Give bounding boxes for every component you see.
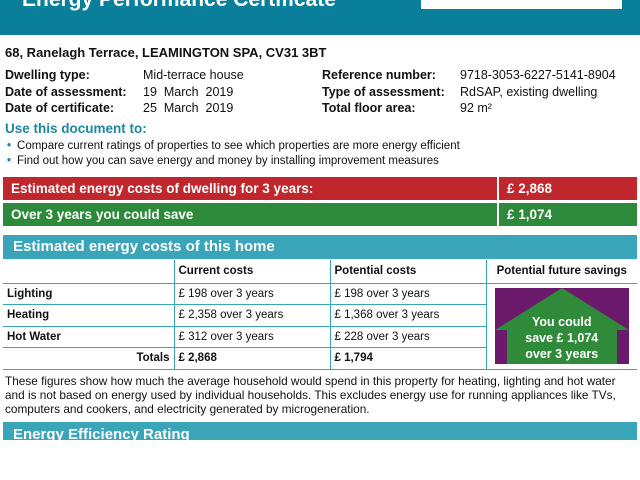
certificate-date-value: 25 March 2019: [143, 101, 234, 115]
header-box: [421, 0, 622, 9]
row-label: Lighting: [3, 283, 175, 305]
row-label: Hot Water: [3, 326, 175, 348]
bullet-icon: •: [7, 155, 12, 167]
current-cost: £ 2,358 over 3 years: [174, 304, 331, 327]
table-row: Lighting £ 198 over 3 years £ 198 over 3…: [3, 283, 637, 370]
header-savings: Potential future savings: [486, 260, 637, 284]
totals-label: Totals: [3, 347, 175, 370]
cost-summary-label: Estimated energy costs of dwelling for 3…: [3, 177, 497, 200]
savings-summary-label: Over 3 years you could save: [3, 203, 497, 226]
costs-table: Current costs Potential costs Potential …: [3, 260, 637, 370]
bullet-item: • Compare current ratings of properties t…: [7, 140, 460, 152]
dwelling-type-value: Mid-terrace house: [143, 68, 244, 82]
current-cost: £ 198 over 3 years: [174, 283, 331, 305]
cost-summary-value: £ 2,868: [499, 177, 637, 200]
costs-note: These figures show how much the average …: [5, 374, 616, 416]
assessment-date-label: Date of assessment:: [5, 85, 127, 99]
savings-graphic: You could save £ 1,074 over 3 years: [494, 287, 629, 364]
certificate-date-label: Date of certificate:: [5, 101, 115, 115]
savings-summary-value: £ 1,074: [499, 203, 637, 226]
bullet-icon: •: [7, 140, 12, 152]
rating-heading: Energy Efficiency Rating: [3, 422, 637, 440]
house-arrow-icon: [494, 287, 629, 364]
totals-row: Totals £ 2,868 £ 1,794: [3, 347, 637, 370]
reference-value: 9718-3053-6227-5141-8904: [460, 68, 616, 82]
bullet-item: • Find out how you can save energy and mo…: [7, 155, 439, 167]
row-label: Heating: [3, 304, 175, 327]
floor-area-label: Total floor area:: [322, 101, 416, 115]
assessment-date-value: 19 March 2019: [143, 85, 234, 99]
header-potential: Potential costs: [330, 260, 487, 284]
total-potential: £ 1,794: [330, 347, 487, 370]
savings-cell: You could save £ 1,074 over 3 years: [486, 283, 637, 370]
costs-heading: Estimated energy costs of this home: [3, 235, 637, 259]
reference-label: Reference number:: [322, 68, 436, 82]
potential-cost: £ 198 over 3 years: [330, 283, 487, 305]
use-heading: Use this document to:: [5, 121, 147, 136]
table-header-row: Current costs Potential costs Potential …: [3, 260, 637, 284]
header-blank: [3, 260, 175, 284]
current-cost: £ 312 over 3 years: [174, 326, 331, 348]
address: 68, Ranelagh Terrace, LEAMINGTON SPA, CV…: [5, 45, 327, 60]
table-row: Hot Water £ 312 over 3 years £ 228 over …: [3, 326, 637, 348]
header-current: Current costs: [174, 260, 331, 284]
potential-cost: £ 1,368 over 3 years: [330, 304, 487, 327]
assessment-type-label: Type of assessment:: [322, 85, 445, 99]
floor-area-value: 92 m²: [460, 101, 492, 115]
assessment-type-value: RdSAP, existing dwelling: [460, 85, 598, 99]
potential-cost: £ 228 over 3 years: [330, 326, 487, 348]
savings-line: over 3 years: [525, 346, 599, 361]
page-title: Energy Performance Certificate: [22, 0, 336, 12]
table-row: Heating £ 2,358 over 3 years £ 1,368 ove…: [3, 304, 637, 327]
savings-line: You could: [532, 314, 592, 329]
total-current: £ 2,868: [174, 347, 331, 370]
savings-line: save £ 1,074: [525, 330, 599, 345]
dwelling-type-label: Dwelling type:: [5, 68, 90, 82]
